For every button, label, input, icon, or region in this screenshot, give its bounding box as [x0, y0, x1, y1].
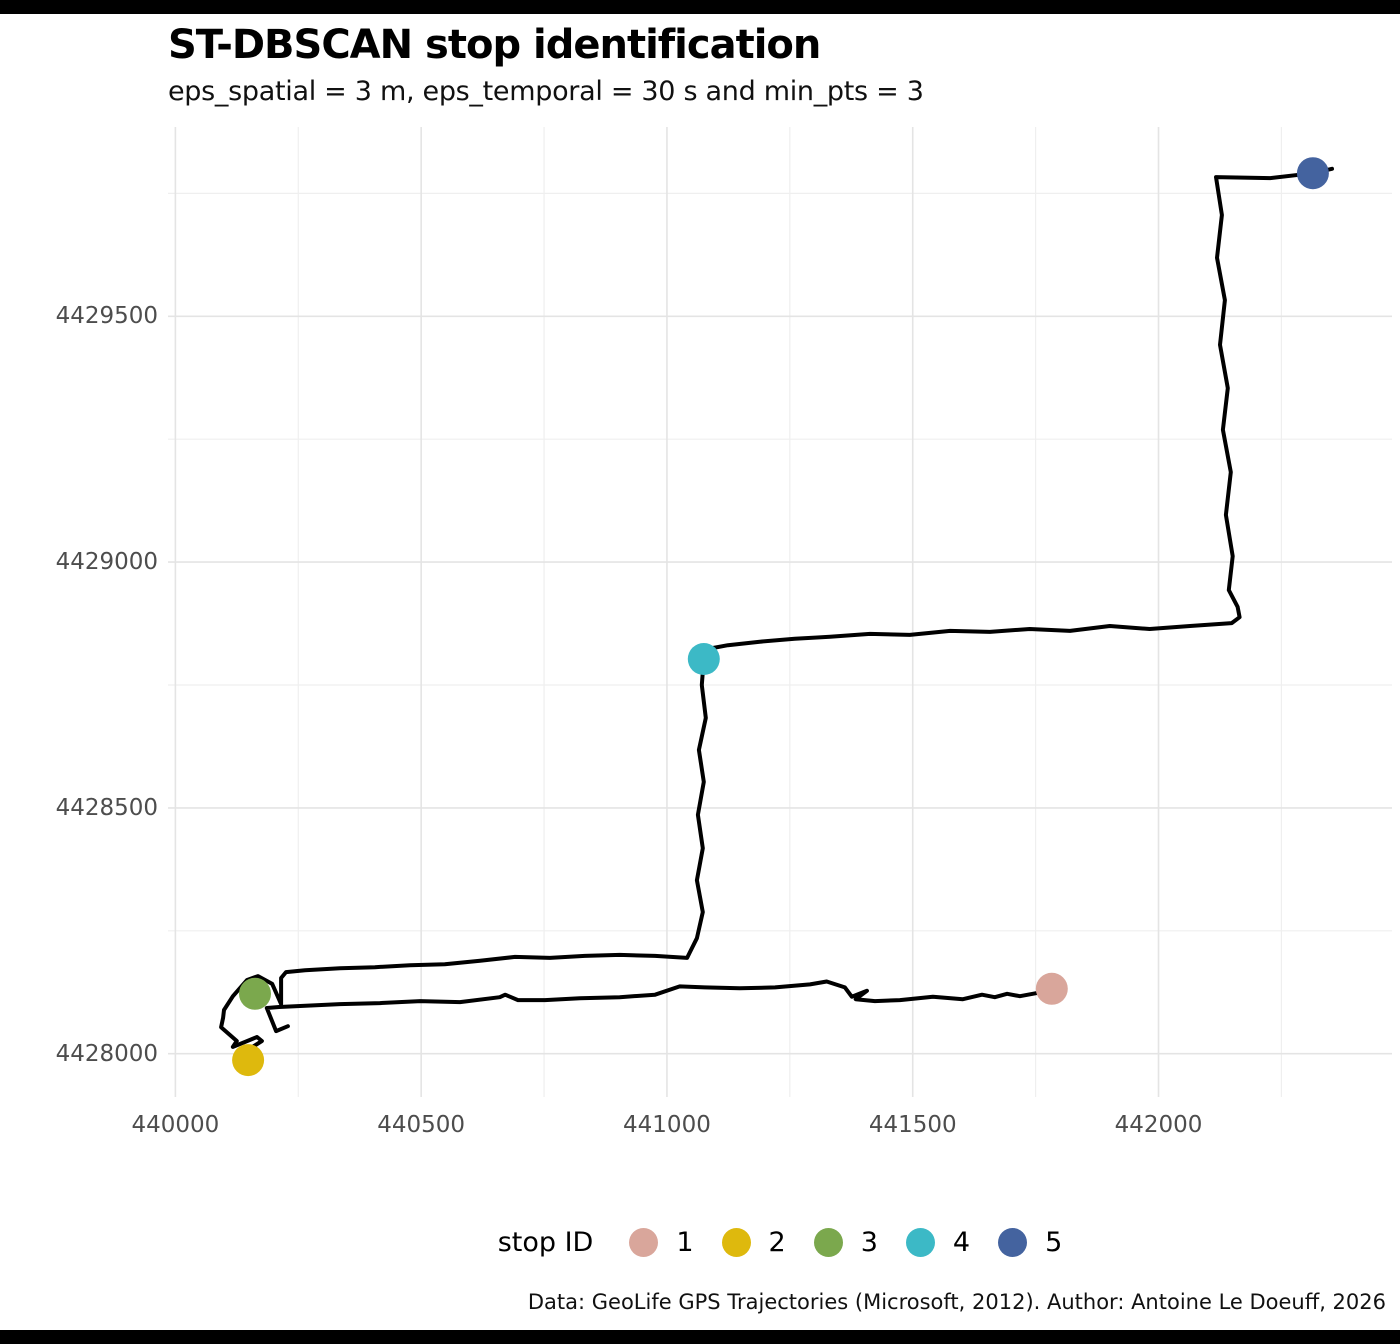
legend-dot-icon — [813, 1227, 843, 1257]
trajectory-path — [219, 166, 1334, 1050]
legend-title: stop ID — [497, 1226, 594, 1258]
x-tick-label: 441500 — [868, 1112, 957, 1138]
x-tick-label: 441000 — [623, 1112, 711, 1138]
y-tick-label: 4428500 — [55, 794, 158, 821]
chart-subtitle: eps_spatial = 3 m, eps_temporal = 30 s a… — [168, 76, 924, 107]
legend-item-2: 2 — [721, 1226, 786, 1258]
stop-point-3 — [239, 977, 271, 1010]
x-tick-label: 442000 — [1114, 1112, 1203, 1138]
stop-point-1 — [1035, 972, 1068, 1005]
legend-item-label: 1 — [676, 1226, 694, 1258]
x-tick-label: 440000 — [131, 1112, 220, 1138]
legend: stop ID 1 2 3 4 5 — [168, 1222, 1392, 1262]
legend-item-5: 5 — [998, 1227, 1062, 1258]
y-tick-label: 4429000 — [55, 549, 158, 576]
stop-point-5 — [1296, 157, 1329, 190]
legend-dot-icon — [905, 1227, 935, 1257]
y-axis-tick-labels: 4429500 4429000 4428500 4428000 — [0, 0, 158, 1344]
legend-item-label: 5 — [1045, 1226, 1063, 1258]
legend-item-4: 4 — [905, 1226, 971, 1258]
stop-point-4 — [687, 643, 720, 675]
bottom-letterbox-bar — [0, 1330, 1400, 1344]
legend-item-3: 3 — [813, 1226, 878, 1258]
legend-item-1: 1 — [629, 1226, 694, 1258]
legend-dot-icon — [721, 1227, 751, 1257]
legend-dot-icon — [629, 1227, 659, 1257]
y-tick-label: 4429500 — [55, 303, 158, 330]
legend-item-label: 3 — [860, 1226, 878, 1258]
chart-title: ST-DBSCAN stop identification — [168, 22, 821, 68]
legend-item-label: 2 — [768, 1226, 786, 1258]
legend-dot-icon — [998, 1227, 1028, 1257]
top-letterbox-bar — [0, 0, 1400, 14]
chart-caption: Data: GeoLife GPS Trajectories (Microsof… — [527, 1290, 1386, 1314]
y-tick-label: 4428000 — [55, 1040, 158, 1067]
trajectory-path — [264, 979, 1054, 1034]
legend-item-label: 4 — [952, 1226, 971, 1258]
stop-point-2 — [232, 1044, 265, 1077]
x-tick-label: 440500 — [377, 1112, 466, 1138]
